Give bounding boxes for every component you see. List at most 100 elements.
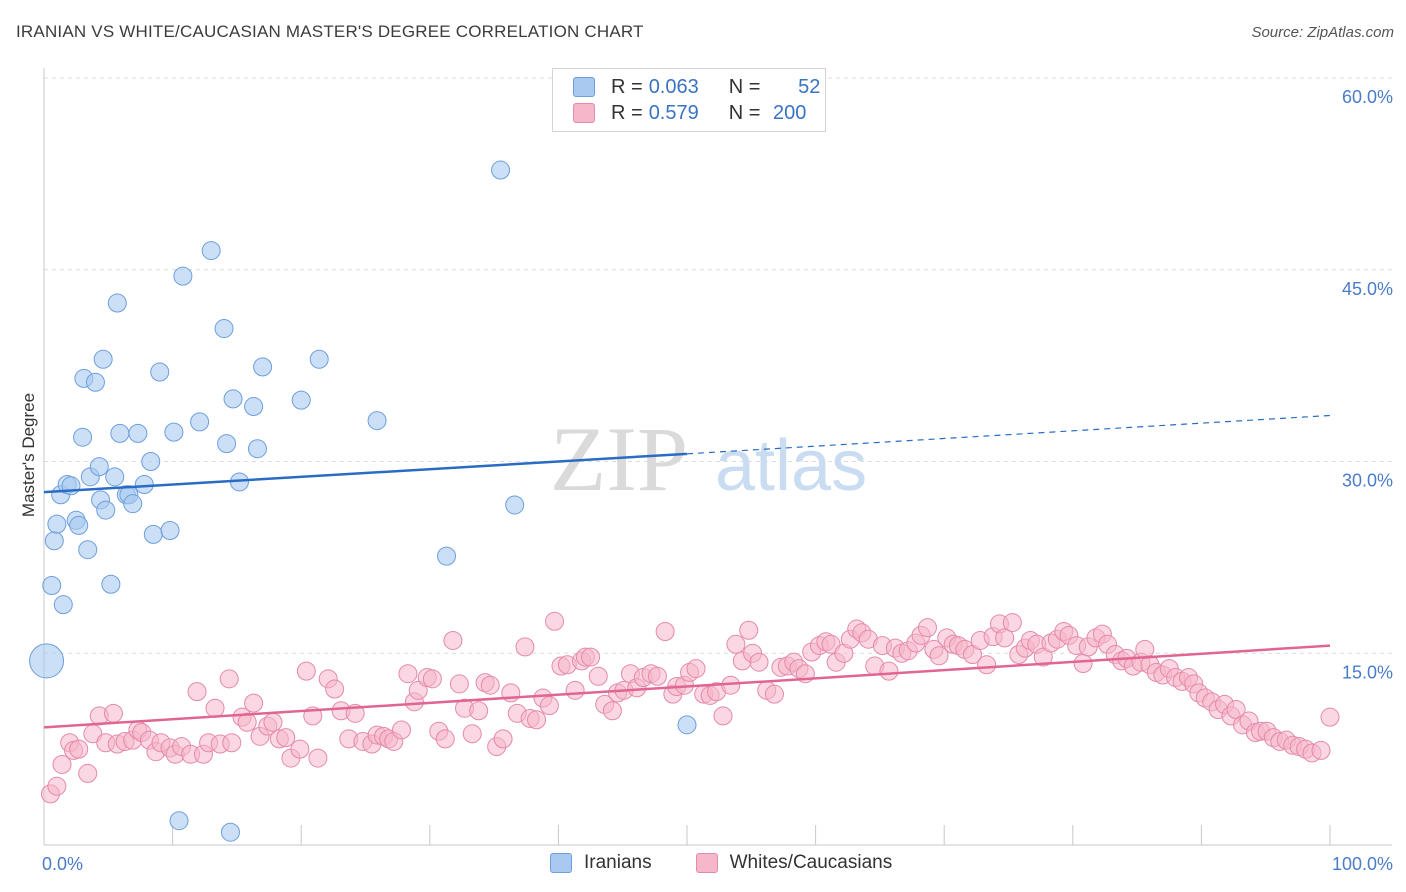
data-point-whites (879, 661, 899, 681)
data-point-iranians (93, 349, 113, 369)
data-point-iranians (173, 266, 193, 286)
watermark-atlas: atlas (715, 426, 867, 506)
source-credit: Source: ZipAtlas.com (1251, 24, 1394, 41)
legend-swatch-blue (550, 853, 572, 873)
x-tick-label: 0.0% (42, 854, 83, 874)
legend-item-whites: Whites/Caucasians (695, 852, 892, 874)
legend-swatch-blue (573, 77, 595, 97)
correlation-legend: R = 0.063 N = 52 R = 0.579 N = 200 (552, 68, 826, 132)
data-point-whites (308, 748, 328, 768)
data-point-iranians (244, 397, 264, 417)
legend-row-whites: R = 0.579 N = 200 (573, 100, 806, 126)
data-point-iranians (677, 715, 697, 735)
data-point-whites (480, 675, 500, 695)
data-point-whites (205, 698, 225, 718)
data-point-iranians (44, 531, 64, 551)
data-point-iranians (69, 515, 89, 535)
data-point-iranians (143, 524, 163, 544)
data-point-whites (462, 724, 482, 744)
legend-n-value: 52 (798, 75, 821, 98)
data-point-iranians (247, 439, 267, 459)
data-point-whites (325, 679, 345, 699)
legend-label-iranians: Iranians (584, 852, 652, 873)
data-point-iranians (101, 574, 121, 594)
data-point-iranians (437, 546, 457, 566)
data-point-whites (565, 680, 585, 700)
data-point-whites (647, 666, 667, 686)
y-tick-label: 15.0% (1342, 662, 1393, 682)
data-point-iranians (367, 411, 387, 431)
data-point-whites (602, 701, 622, 721)
data-point-iranians (47, 514, 67, 534)
y-tick-label: 60.0% (1342, 87, 1393, 107)
trend-line-iranians-projection (686, 414, 1331, 455)
data-point-iranians (201, 241, 221, 261)
data-point-iranians (110, 423, 130, 443)
data-point-whites (244, 693, 264, 713)
data-point-whites (995, 628, 1015, 648)
trend-line-whites (43, 644, 1331, 729)
data-point-iranians (164, 422, 184, 442)
data-point-whites (581, 647, 601, 667)
data-point-whites (69, 739, 89, 759)
data-point-whites (78, 763, 98, 783)
data-point-iranians (223, 389, 243, 409)
data-point-whites (726, 634, 746, 654)
data-point-iranians (160, 521, 180, 541)
data-point-whites (398, 664, 418, 684)
chart-title: IRANIAN VS WHITE/CAUCASIAN MASTER'S DEGR… (16, 22, 644, 41)
data-point-whites (1002, 613, 1022, 633)
data-point-whites (545, 611, 565, 631)
data-point-iranians (150, 362, 170, 382)
y-axis-label: Master's Degree (19, 393, 38, 517)
data-point-iranians (291, 390, 311, 410)
trend-lines (43, 414, 1331, 729)
data-point-iranians (73, 427, 93, 447)
data-point-iranians (169, 811, 189, 831)
series-whites-caucasians (40, 611, 1340, 804)
data-point-whites (222, 733, 242, 753)
legend-r-value: 0.579 (648, 101, 699, 124)
data-point-iranians (128, 423, 148, 443)
y-tick-label: 30.0% (1342, 471, 1393, 491)
data-point-iranians (253, 357, 273, 377)
data-point-whites (219, 669, 239, 689)
data-point-whites (588, 666, 608, 686)
series-iranians (29, 160, 697, 842)
data-point-whites (1320, 707, 1340, 727)
data-point-iranians (85, 372, 105, 392)
data-point-whites (764, 684, 784, 704)
data-point-iranians (309, 349, 329, 369)
data-point-whites (917, 618, 937, 638)
data-point-whites (977, 655, 997, 675)
data-point-whites (52, 754, 72, 774)
data-point-whites (435, 729, 455, 749)
data-point-whites (422, 669, 442, 689)
data-point-whites (515, 637, 535, 657)
data-point-whites (749, 652, 769, 672)
data-point-iranians (42, 575, 62, 595)
data-point-whites (713, 706, 733, 726)
data-point-whites (443, 630, 463, 650)
trend-line-iranians (43, 452, 688, 494)
data-point-whites (276, 728, 296, 748)
data-point-iranians (141, 452, 161, 471)
data-point-whites (296, 661, 316, 681)
data-point-iranians (134, 475, 154, 495)
legend-n-label: N = (728, 75, 761, 98)
data-point-iranians (29, 643, 65, 679)
data-point-whites (187, 682, 207, 702)
axis-labels: 15.0% 30.0% 45.0% 60.0% 0.0% 100.0% Master's D… (19, 87, 1393, 874)
data-point-iranians (220, 822, 240, 842)
axis-layer (43, 68, 1392, 846)
data-point-iranians (123, 494, 143, 514)
data-point-iranians (89, 457, 109, 477)
data-point-iranians (505, 495, 525, 515)
data-point-whites (1311, 740, 1331, 760)
data-point-whites (290, 739, 310, 759)
data-point-whites (1073, 653, 1093, 673)
legend-r-label: R = (611, 75, 643, 98)
data-point-whites (493, 729, 513, 749)
data-point-iranians (53, 595, 73, 615)
